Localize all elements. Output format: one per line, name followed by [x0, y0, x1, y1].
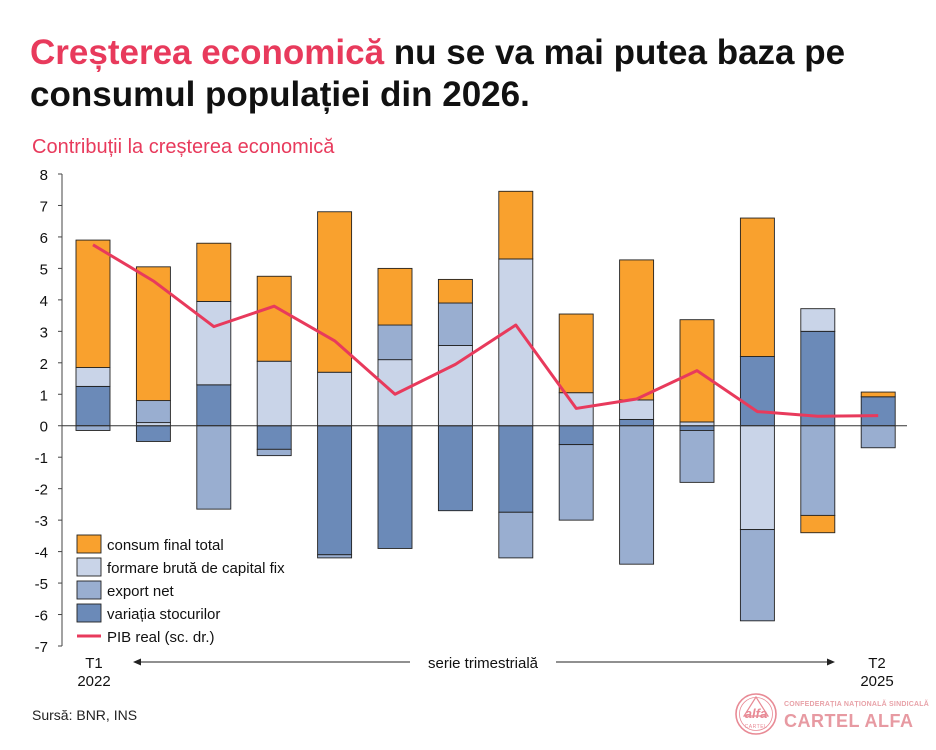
bar-segment-consum — [558, 313, 594, 394]
bar-segment-stocuri — [860, 396, 896, 427]
logo-badge-subtext: CARTEL — [744, 724, 768, 730]
x-label-series-note: serie trimestrială — [428, 655, 539, 672]
bar-segment-consum — [196, 242, 232, 302]
legend-label-export: export net — [107, 583, 175, 600]
arrow-left-icon — [133, 658, 141, 666]
bar-segment-export — [679, 430, 715, 483]
arrow-right-icon — [827, 658, 835, 666]
bar-segment-consum — [437, 278, 473, 304]
bar-segment-consum — [860, 391, 896, 398]
bar-segment-formare — [679, 421, 715, 427]
bar-segment-consum — [377, 267, 413, 326]
bar-segment-export — [317, 554, 353, 559]
legend-label-consum: consum final total — [107, 537, 224, 554]
bar-segment-export — [377, 324, 413, 361]
y-tick-label: -5 — [35, 576, 48, 593]
logo-org-name: CONFEDERAȚIA NAȚIONALĂ SINDICALĂ — [784, 701, 929, 708]
pib-line-group — [92, 243, 879, 418]
bar-segment-export — [558, 444, 594, 521]
bar-segment-consum — [75, 239, 111, 368]
source-note: Sursă: BNR, INS — [32, 707, 138, 723]
bar-segment-consum — [800, 514, 836, 534]
legend-swatch-consum — [76, 534, 102, 554]
bar-segment-export — [860, 425, 896, 449]
legend-swatch-export — [76, 580, 102, 600]
logo-brand-name: CARTEL ALFA — [784, 711, 914, 731]
x-label-first-quarter: T1 — [85, 655, 103, 672]
bar-segment-consum — [619, 259, 655, 401]
y-tick-label: -1 — [35, 450, 48, 467]
x-label-last-quarter: T2 — [868, 655, 886, 672]
pib-line — [92, 243, 879, 418]
bar-segment-consum — [739, 217, 775, 357]
bar-segment-stocuri — [135, 425, 171, 442]
bar-segment-export — [437, 302, 473, 346]
legend: consum final total formare brută de capit… — [76, 534, 285, 646]
bar-segment-stocuri — [377, 425, 413, 549]
y-tick-label: 0 — [40, 419, 48, 436]
legend-swatch-stocuri — [76, 603, 102, 623]
stacked-bar-chart: 8 7 6 5 4 3 2 1 0 -1 -2 -3 -4 -5 -6 -7 T1 2022 T2 2025 … — [35, 167, 907, 690]
bar-segment-stocuri — [619, 418, 655, 427]
y-tick-label: -3 — [35, 513, 48, 530]
bar-segment-stocuri — [679, 425, 715, 431]
bar-segment-formare — [800, 308, 836, 332]
bar-segment-formare — [75, 367, 111, 387]
bar-segment-formare — [619, 399, 655, 420]
legend-label-stocuri: variația stocurilor — [107, 606, 220, 623]
bar-segment-formare — [739, 425, 775, 531]
bar-segment-export — [498, 511, 534, 559]
chart-subtitle: Contribuții la creșterea economică — [32, 136, 335, 158]
x-axis-labels: T1 2022 T2 2025 serie trimestrială — [77, 655, 893, 690]
bar-segment-consum — [256, 275, 292, 362]
bar-segment-formare — [317, 371, 353, 427]
y-tick-label: 8 — [40, 167, 48, 184]
y-tick-label: 2 — [40, 356, 48, 373]
y-tick-label: -7 — [35, 639, 48, 656]
legend-swatch-formare — [76, 557, 102, 577]
cartel-alfa-logo: alfa CARTEL CONFEDERAȚIA NAȚIONALĂ SINDI… — [732, 690, 929, 740]
bar-segment-stocuri — [437, 425, 473, 512]
bars-group — [75, 190, 896, 622]
y-tick-label: 6 — [40, 230, 48, 247]
bar-segment-export — [619, 425, 655, 565]
legend-label-pib: PIB real (sc. dr.) — [107, 629, 215, 646]
chart-title: Creșterea economică nu se va mai putea b… — [30, 32, 920, 116]
bar-segment-export — [800, 425, 836, 516]
bar-segment-consum — [498, 190, 534, 260]
bar-segment-stocuri — [196, 384, 232, 427]
bar-segment-export — [739, 529, 775, 622]
y-tick-label: -4 — [35, 545, 48, 562]
bar-segment-export — [196, 425, 232, 510]
y-tick-label: 3 — [40, 324, 48, 341]
bar-segment-export — [135, 400, 171, 424]
chart-title-rest: nu se va mai putea baza pe consumul popu… — [30, 33, 846, 114]
chart-title-highlight: Creșterea economică — [30, 33, 385, 72]
x-label-last-year: 2025 — [860, 673, 893, 690]
bar-segment-stocuri — [75, 385, 111, 427]
bar-segment-export — [256, 448, 292, 457]
bar-segment-stocuri — [498, 425, 534, 513]
logo-badge-text: alfa — [744, 706, 768, 721]
bar-segment-stocuri — [800, 330, 836, 427]
bar-segment-consum — [135, 266, 171, 402]
y-tick-label: 1 — [40, 387, 48, 404]
bar-segment-stocuri — [739, 356, 775, 427]
bar-segment-export — [75, 425, 111, 431]
bar-segment-formare — [196, 300, 232, 386]
y-axis: 8 7 6 5 4 3 2 1 0 -1 -2 -3 -4 -5 -6 -7 — [35, 167, 62, 656]
x-label-first-year: 2022 — [77, 673, 110, 690]
legend-label-formare: formare brută de capital fix — [107, 560, 285, 577]
bar-segment-formare — [256, 360, 292, 427]
y-tick-label: 7 — [40, 198, 48, 215]
bar-segment-stocuri — [558, 425, 594, 446]
y-tick-label: -2 — [35, 482, 48, 499]
bar-segment-stocuri — [317, 425, 353, 556]
bar-segment-stocuri — [256, 425, 292, 450]
y-tick-label: -6 — [35, 608, 48, 625]
y-tick-label: 5 — [40, 261, 48, 278]
bar-segment-consum — [317, 211, 353, 373]
y-tick-label: 4 — [40, 293, 48, 310]
logo-badge-icon — [735, 693, 777, 735]
